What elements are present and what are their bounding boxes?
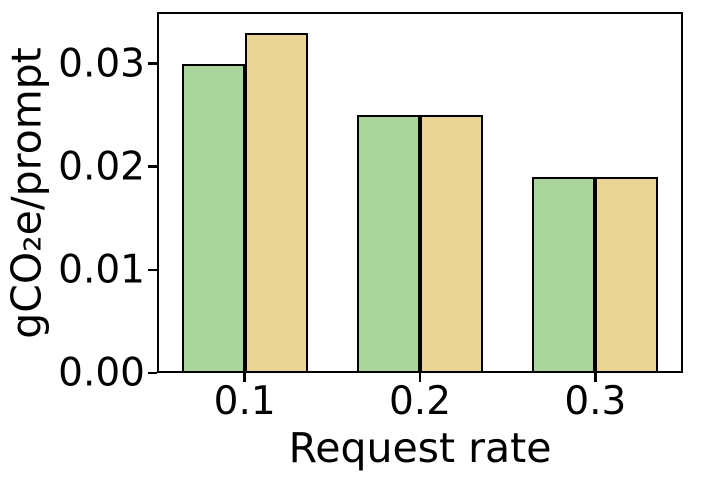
y-tick-mark [148, 268, 157, 272]
y-tick-label: 0.02 [58, 144, 145, 190]
y-axis-label: gCO₂e/prompt [2, 47, 51, 339]
bar-series-tan-x0.1 [244, 32, 308, 373]
y-tick-label: 0.01 [58, 247, 145, 293]
x-axis-label: Request rate [288, 424, 552, 472]
x-tick-mark [594, 373, 597, 382]
x-tick-label: 0.3 [564, 379, 627, 424]
bar-series-green-x0.2 [357, 115, 420, 373]
bar-series-tan-x0.3 [595, 177, 659, 373]
y-tick-label: 0.00 [58, 350, 145, 396]
x-tick-mark [418, 373, 422, 382]
bar-series-green-x0.1 [181, 63, 245, 373]
bar-series-tan-x0.2 [420, 115, 483, 373]
x-tick-mark [243, 373, 246, 382]
x-tick-label: 0.1 [213, 379, 276, 424]
x-tick-label: 0.2 [388, 379, 452, 424]
bar-series-green-x0.3 [532, 177, 596, 373]
y-tick-mark [148, 371, 157, 375]
y-tick-label: 0.03 [58, 41, 145, 87]
y-tick-mark [148, 165, 157, 168]
y-tick-mark [148, 62, 157, 65]
